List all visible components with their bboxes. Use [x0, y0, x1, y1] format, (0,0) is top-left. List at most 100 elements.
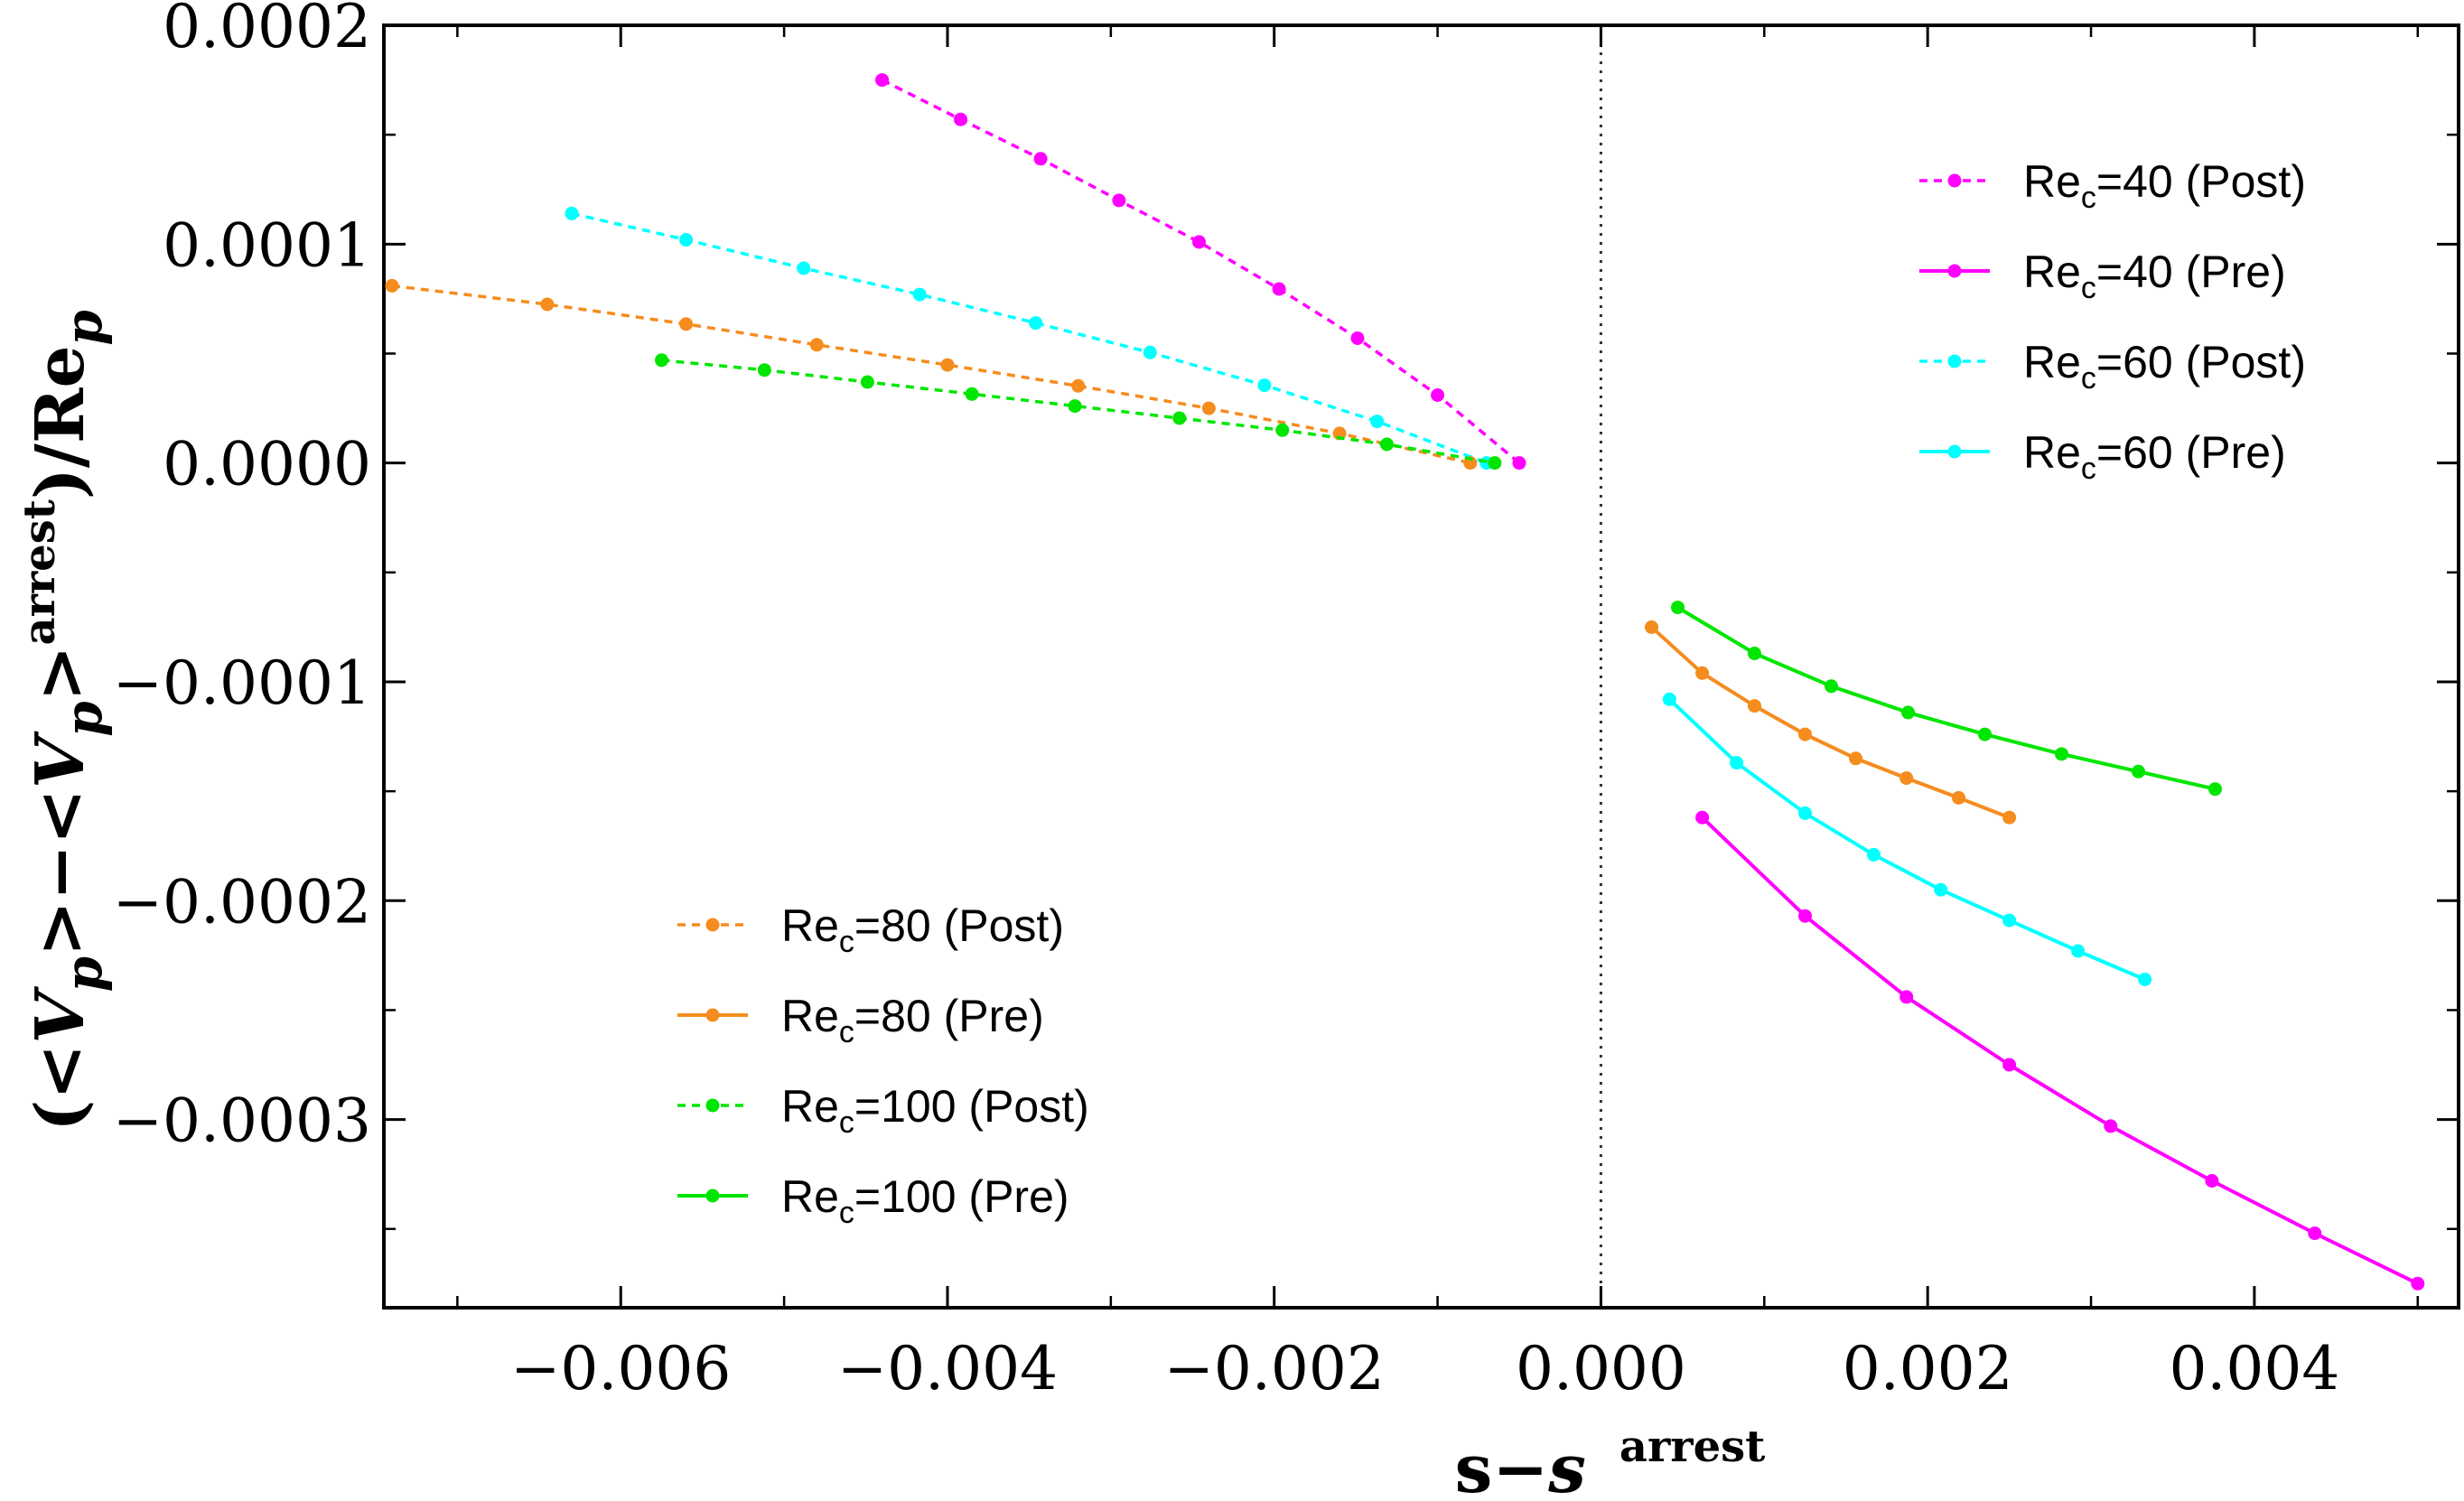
y-tick-label: 0.0002 [163, 0, 371, 61]
legend-entry: Rec=60 (Pre) [1919, 427, 2286, 486]
data-point [2071, 944, 2086, 958]
series-line [881, 79, 1521, 464]
series-line [1668, 697, 2146, 982]
legend-swatch-marker [1947, 354, 1962, 368]
data-point [1798, 806, 1812, 820]
data-point [540, 297, 555, 312]
legend-label: Rec=40 (Pre) [2023, 247, 2286, 305]
series-2 [565, 206, 1494, 471]
y-tick-label: −0.0001 [113, 648, 371, 718]
series-line [1650, 625, 2011, 820]
data-point [679, 317, 694, 331]
plot-area [382, 23, 2460, 1310]
data-point [1730, 756, 1744, 770]
data-point [655, 353, 668, 368]
legend-label: Rec=100 (Pre) [781, 1171, 1069, 1230]
data-point [1143, 345, 1157, 359]
legend-swatch-marker [1947, 264, 1962, 278]
y-tick-label: −0.0002 [113, 867, 371, 937]
data-point [1257, 378, 1272, 393]
data-point [385, 278, 399, 293]
data-point [2002, 810, 2017, 825]
data-point [1275, 423, 1290, 437]
legend-label: Rec=40 (Post) [2023, 156, 2306, 215]
data-point [1488, 456, 1502, 471]
legend-swatch-marker [1947, 173, 1962, 188]
series-4 [385, 278, 1478, 471]
data-point [1695, 666, 1710, 680]
data-point [1029, 316, 1043, 331]
legend-entry: Rec=100 (Post) [677, 1081, 1089, 1140]
series-line [391, 284, 1471, 465]
data-point [1899, 771, 1914, 786]
data-point [2205, 1174, 2219, 1188]
data-point [1671, 601, 1685, 615]
series-line [661, 359, 1496, 465]
data-point [965, 387, 979, 401]
x-tick-label: −0.006 [510, 1334, 731, 1403]
data-point [1192, 235, 1206, 249]
data-point [1899, 990, 1914, 1004]
data-point [1978, 727, 1992, 741]
data-point [565, 206, 579, 220]
legend-label: Rec=60 (Post) [2023, 337, 2306, 396]
y-tick-label: 0.0001 [163, 210, 371, 280]
series-0 [875, 73, 1526, 471]
data-point [2104, 1119, 2118, 1133]
data-point [1748, 647, 1761, 660]
data-point [1952, 790, 1965, 805]
y-axis-title: (<Vp>−<Vp>arrest)/Rep [14, 310, 114, 1131]
series-3 [1662, 692, 2152, 986]
data-point [809, 338, 824, 352]
data-point [1695, 810, 1710, 825]
series-6 [655, 353, 1502, 471]
legend-bottom-left: Rec=80 (Post) Rec=80 (Pre) Rec=100 (Post) R… [677, 900, 1089, 1230]
data-point [912, 287, 927, 302]
legend-swatch-marker [705, 918, 720, 932]
x-tick-label: 0.000 [1516, 1334, 1686, 1403]
data-point [1934, 882, 1948, 897]
x-tick-label: −0.004 [837, 1334, 1058, 1403]
data-point [1798, 727, 1812, 741]
data-point [1867, 847, 1881, 862]
y-tick-label: 0.0000 [163, 430, 371, 499]
data-point [757, 363, 771, 378]
series-group [385, 73, 2425, 1291]
series-7 [1671, 601, 2222, 797]
legend-entry: Rec=40 (Pre) [1919, 247, 2286, 305]
data-point [1350, 331, 1365, 345]
x-tick-label: 0.004 [2169, 1334, 2339, 1403]
data-point [2002, 913, 2017, 928]
legend-entry: Rec=80 (Pre) [677, 991, 1044, 1049]
series-line [1701, 816, 2419, 1286]
data-point [1512, 456, 1526, 471]
legend-swatch-marker [705, 1098, 720, 1113]
data-point [2138, 973, 2152, 986]
x-axis-title: s−s_arrest [1455, 1422, 1766, 1501]
data-point [1748, 699, 1761, 713]
data-point [1645, 620, 1658, 634]
data-point [1901, 705, 1915, 720]
data-point [1068, 399, 1082, 414]
data-point [1201, 401, 1216, 415]
series-1 [1695, 810, 2425, 1291]
data-point [1431, 388, 1445, 402]
data-point [940, 358, 955, 372]
x-tick-label: −0.002 [1164, 1334, 1385, 1403]
data-point [1825, 679, 1838, 694]
legend-label: Rec=60 (Pre) [2023, 427, 2286, 486]
data-point [797, 261, 811, 275]
data-point [2002, 1058, 2017, 1072]
data-point [860, 375, 874, 389]
legend-label: Rec=80 (Post) [781, 900, 1064, 959]
legend-label: Rec=80 (Pre) [781, 991, 1044, 1049]
data-point [1112, 193, 1126, 208]
data-point [954, 112, 967, 126]
plot-frame [382, 23, 2460, 1310]
legend-swatch-marker [705, 1189, 720, 1203]
data-point [1798, 909, 1812, 923]
legend-swatch-marker [705, 1008, 720, 1022]
data-point [1272, 282, 1286, 296]
legend-entry: Rec=60 (Post) [1919, 337, 2306, 396]
